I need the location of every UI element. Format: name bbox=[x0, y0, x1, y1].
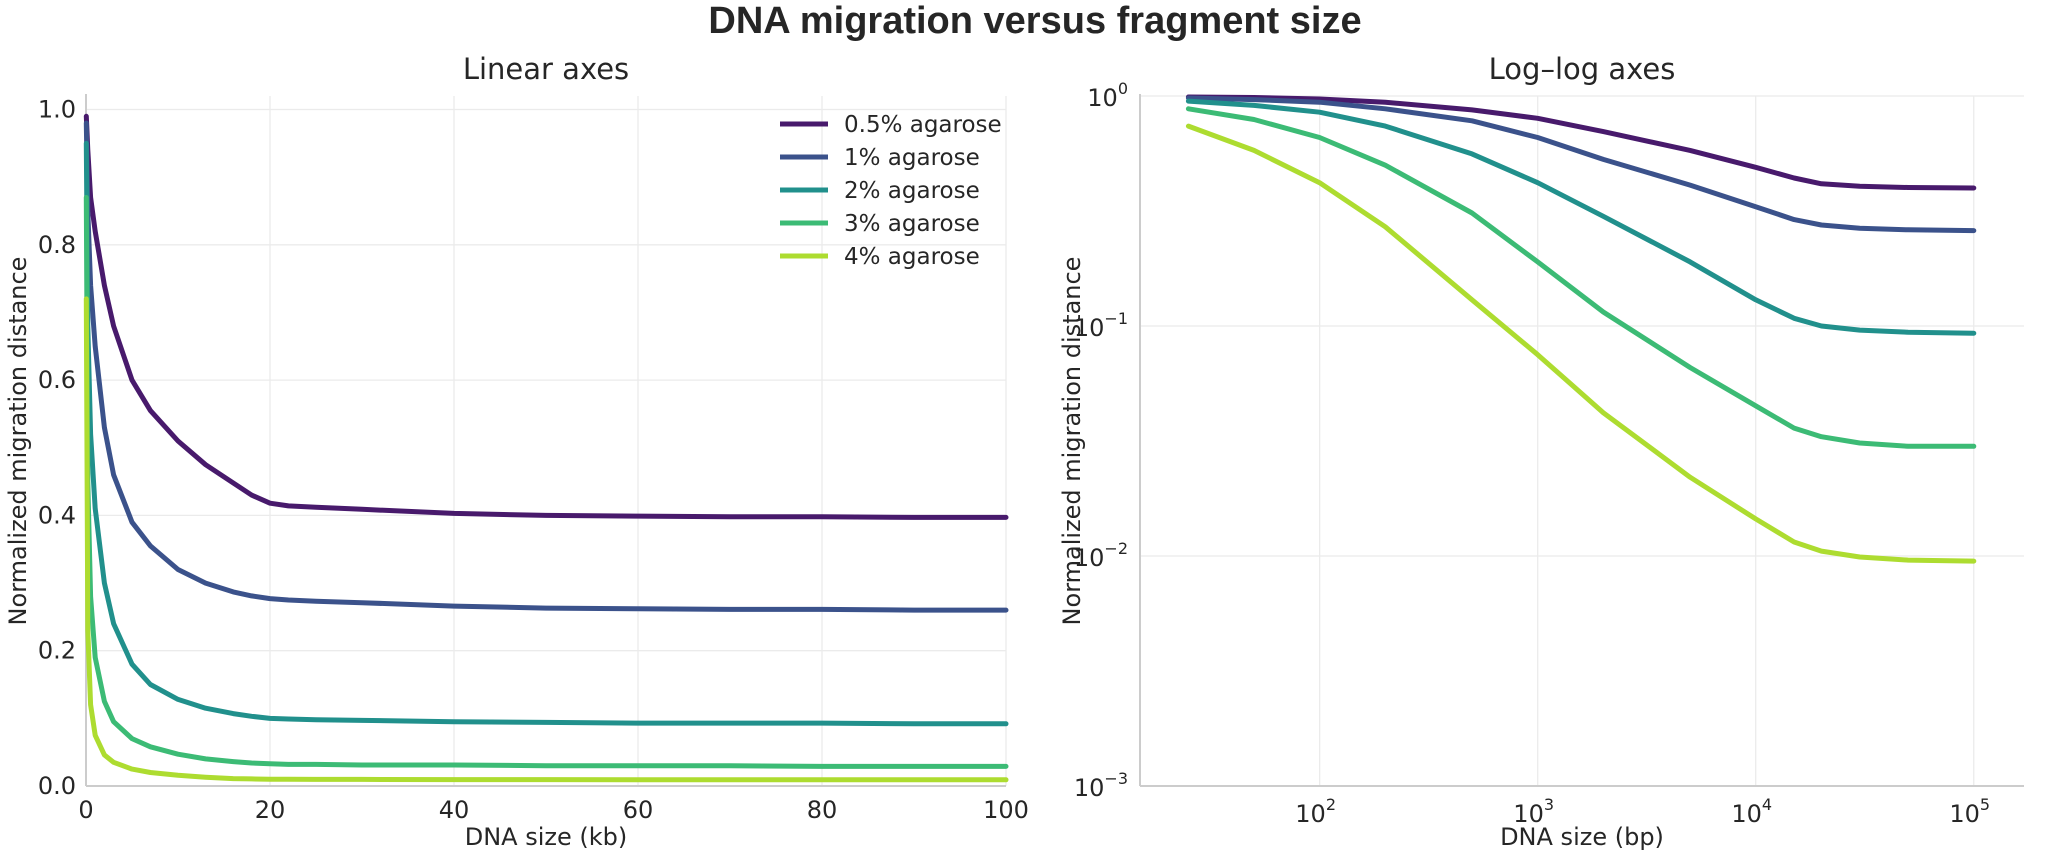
y-tick-label: 10−3 bbox=[1074, 769, 1128, 802]
x-tick-base: 10 bbox=[1949, 800, 1980, 828]
y-tick-label: 10−2 bbox=[1074, 539, 1128, 572]
series-line-3 bbox=[1185, 98, 1977, 336]
x-tick-label: 40 bbox=[439, 796, 470, 824]
y-tick-exponent: −2 bbox=[1104, 539, 1128, 558]
x-tick-exponent: 3 bbox=[1544, 795, 1554, 814]
y-tick-label: 100 bbox=[1087, 79, 1128, 112]
y-tick-label: 0.2 bbox=[38, 637, 76, 665]
y-tick-exponent: −3 bbox=[1104, 769, 1128, 788]
series-line-2 bbox=[83, 120, 1009, 613]
series-line-1 bbox=[1185, 94, 1977, 191]
x-axis-label: DNA size (bp) bbox=[1500, 823, 1664, 851]
linear-axes-panel: 0 20 40 60 80 100 0.0 0.2 0.4 0.6 0.8 1.0 Linear axe… bbox=[4, 52, 1029, 851]
y-tick-label: 1.0 bbox=[38, 96, 76, 124]
x-tick-label: 102 bbox=[1295, 795, 1336, 828]
legend-label-3: 2% agarose bbox=[844, 178, 980, 204]
x-tick-base: 10 bbox=[1513, 800, 1544, 828]
x-tick-label: 104 bbox=[1731, 795, 1772, 828]
x-tick-exponent: 2 bbox=[1326, 795, 1336, 814]
series-line-3 bbox=[83, 140, 1009, 727]
x-tick-label: 60 bbox=[623, 796, 654, 824]
x-tick-label: 103 bbox=[1513, 795, 1554, 828]
y-tick-exponent: 0 bbox=[1118, 79, 1128, 98]
panel-title: Linear axes bbox=[463, 52, 629, 86]
y-tick-base: 10 bbox=[1074, 774, 1105, 802]
legend: 0.5% agarose 1% agarose 2% agarose 3% agaro… bbox=[780, 112, 1002, 270]
y-tick-base: 10 bbox=[1074, 314, 1105, 342]
x-tick-label: 100 bbox=[983, 796, 1029, 824]
series-line-2 bbox=[1185, 95, 1977, 234]
x-tick-base: 10 bbox=[1731, 800, 1762, 828]
x-tick-label: 105 bbox=[1949, 795, 1990, 828]
legend-label-2: 1% agarose bbox=[844, 145, 980, 171]
y-tick-label: 0.8 bbox=[38, 231, 76, 259]
x-tick-exponent: 4 bbox=[1762, 795, 1772, 814]
series-line-4 bbox=[1185, 106, 1977, 449]
series-line-1 bbox=[83, 113, 1009, 520]
y-tick-label: 0.6 bbox=[38, 366, 76, 394]
x-tick-base: 10 bbox=[1295, 800, 1326, 828]
x-axis-label: DNA size (kb) bbox=[465, 823, 628, 851]
y-tick-label: 0.0 bbox=[38, 772, 76, 800]
x-tick-exponent: 5 bbox=[1980, 795, 1990, 814]
y-tick-exponent: −1 bbox=[1104, 309, 1128, 328]
series-line-5 bbox=[1185, 123, 1977, 564]
legend-label-1: 0.5% agarose bbox=[844, 112, 1002, 138]
y-axis-label: Normalized migration distance bbox=[1058, 257, 1086, 626]
y-axis-label: Normalized migration distance bbox=[4, 257, 32, 626]
x-tick-label: 80 bbox=[807, 796, 838, 824]
series-line-4 bbox=[83, 195, 1009, 769]
x-tick-label: 20 bbox=[255, 796, 286, 824]
y-tick-base: 10 bbox=[1074, 544, 1105, 572]
legend-label-4: 3% agarose bbox=[844, 211, 980, 237]
y-tick-base: 10 bbox=[1087, 84, 1118, 112]
legend-label-5: 4% agarose bbox=[844, 244, 980, 270]
figure-title: DNA migration versus fragment size bbox=[708, 0, 1361, 42]
series-line-5 bbox=[83, 296, 1009, 783]
panel-title: Log–log axes bbox=[1489, 52, 1676, 86]
x-tick-label: 0 bbox=[78, 796, 93, 824]
y-tick-label: 10−1 bbox=[1074, 309, 1128, 342]
y-tick-label: 0.4 bbox=[38, 501, 76, 529]
